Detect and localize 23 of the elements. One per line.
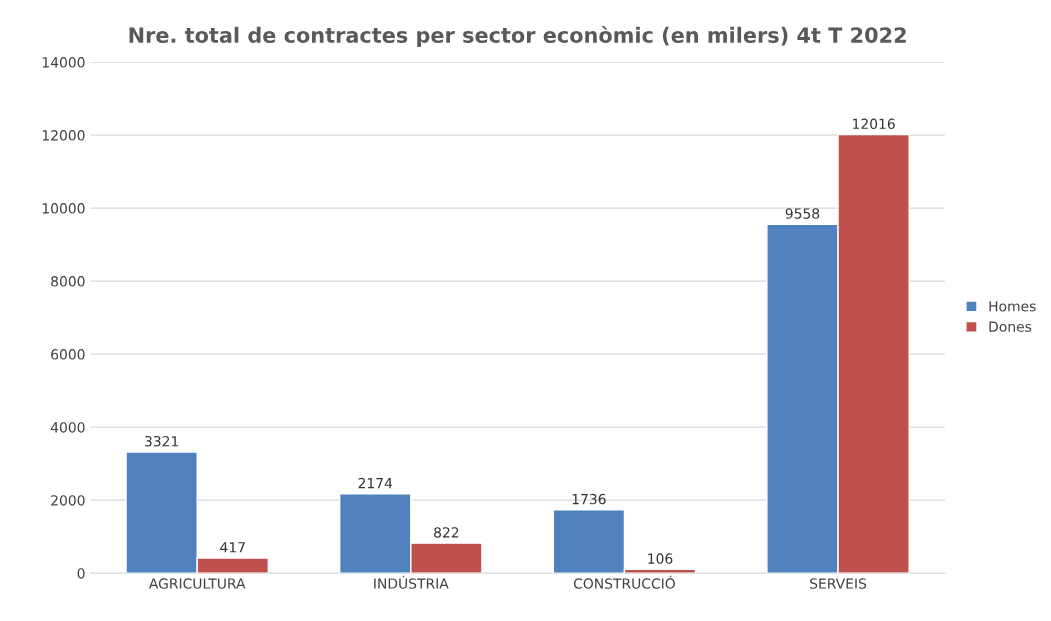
x-tick-label: INDÚSTRIA [374, 575, 449, 589]
data-label: 417 [220, 542, 245, 553]
data-label: 1736 [572, 493, 606, 505]
y-tick-label: 2000 [51, 495, 85, 506]
y-tick-label: 6000 [51, 349, 85, 360]
chart-title: Nre. total de contractes per sector econòmic (en milers) 4t T 2022 [129, 25, 906, 47]
x-tick-label: AGRICULTURA [148, 578, 246, 589]
data-label: 106 [648, 553, 673, 564]
x-tick-label: CONSTRUCCIÓ [573, 575, 675, 589]
y-tick-label: 10000 [42, 203, 85, 214]
legend-label: Dones [989, 321, 1032, 332]
y-tick-label: 14000 [42, 57, 85, 68]
y-tick-label: 8000 [51, 276, 85, 287]
data-label: 822 [434, 527, 459, 538]
data-label: 12016 [853, 118, 895, 130]
y-tick-label: 0 [77, 568, 85, 579]
data-label: 2174 [358, 477, 393, 489]
y-tick-label: 4000 [50, 422, 85, 433]
data-label: 3321 [145, 435, 179, 447]
legend-label: Homes [989, 301, 1036, 312]
y-tick-label: 12000 [42, 130, 85, 141]
x-tick-label: SERVEIS [810, 578, 867, 589]
data-label: 9558 [785, 208, 820, 219]
